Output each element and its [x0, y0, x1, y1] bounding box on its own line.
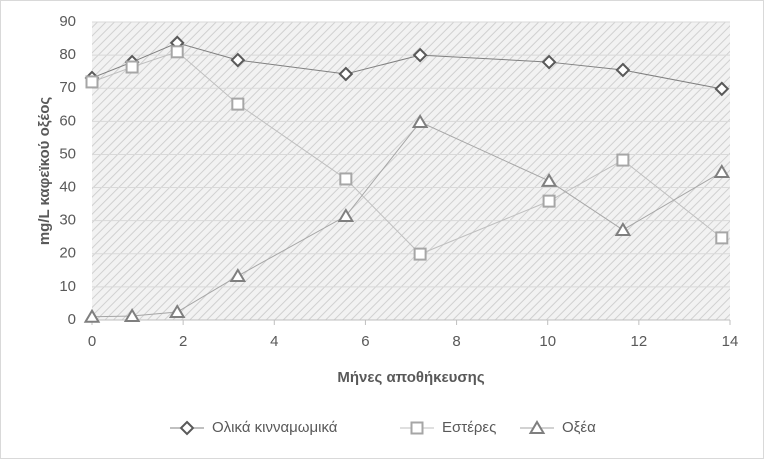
x-tick-label: 2 — [179, 333, 187, 350]
marker — [713, 164, 731, 178]
y-tick-label: 80 — [59, 46, 76, 63]
marker — [168, 304, 186, 319]
y-tick-label: 50 — [59, 145, 76, 162]
marker — [338, 66, 354, 82]
x-tick-label: 4 — [270, 333, 278, 350]
y-tick-label: 30 — [59, 212, 76, 229]
x-tick-label: 0 — [88, 333, 96, 350]
y-tick-label: 90 — [59, 13, 76, 30]
marker — [541, 54, 557, 70]
marker — [540, 172, 558, 187]
marker — [125, 60, 139, 74]
marker — [411, 114, 429, 128]
x-tick-label: 8 — [452, 333, 460, 350]
x-axis-label: Μήνες αποθήκευσης — [337, 369, 484, 386]
x-tick-label: 14 — [722, 333, 739, 350]
x-tick-label: 10 — [539, 333, 556, 350]
y-tick-label: 10 — [59, 278, 76, 295]
marker — [614, 221, 632, 236]
marker — [83, 308, 101, 323]
marker — [715, 231, 729, 245]
x-tick-label: 6 — [361, 333, 369, 350]
y-tick-label: 70 — [59, 79, 76, 96]
marker — [542, 194, 556, 208]
marker — [615, 62, 631, 78]
marker — [412, 47, 428, 63]
marker — [85, 75, 99, 89]
y-tick-label: 0 — [68, 311, 76, 328]
plot-area — [92, 22, 730, 320]
marker — [714, 81, 730, 97]
legend-label: Εστέρες — [442, 419, 496, 436]
y-tick-label: 20 — [59, 245, 76, 262]
marker — [229, 267, 247, 282]
y-axis-label: mg/L καφεϊκού οξέος — [36, 97, 53, 246]
x-tick-label: 12 — [631, 333, 648, 350]
marker — [170, 45, 184, 59]
marker — [123, 308, 141, 323]
legend-marker — [179, 420, 195, 436]
legend-marker — [410, 421, 424, 435]
y-tick-label: 60 — [59, 112, 76, 129]
legend-marker — [528, 420, 546, 434]
marker — [337, 208, 355, 223]
marker — [339, 172, 353, 186]
marker — [231, 97, 245, 111]
marker — [413, 247, 427, 261]
marker — [616, 153, 630, 167]
legend-label: Οξέα — [562, 419, 596, 436]
marker — [230, 52, 246, 68]
y-tick-label: 40 — [59, 179, 76, 196]
legend-label: Ολικά κινναμωμικά — [212, 419, 338, 436]
